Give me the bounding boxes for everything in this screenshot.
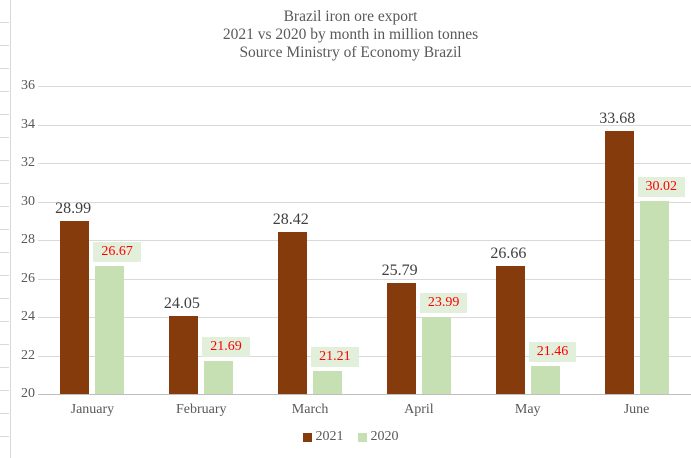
y-axis-tick-label: 36 (21, 78, 35, 93)
y-axis-tick-label: 34 (21, 116, 35, 132)
x-axis-label-may: May (514, 402, 541, 417)
data-label-2021: 33.68 (599, 109, 636, 127)
bar-group-june: 33.68 30.02 (582, 86, 691, 394)
data-label-2021: 28.42 (272, 210, 309, 228)
gridline (38, 201, 691, 203)
plot-area: 28.99 26.67 24.05 21.69 28.42 21.21 25.79 23.99… (38, 86, 691, 394)
data-label-2020: 21.69 (202, 337, 250, 358)
bar-2021-may: 26.66 (490, 245, 526, 394)
bar-2020-march: 21.21 (311, 346, 359, 394)
chart-title-line3: Source Ministry of Economy Brazil (239, 44, 462, 61)
data-label-2021: 26.66 (490, 244, 527, 262)
data-label-2020: 21.21 (311, 346, 359, 367)
x-axis-labels: January February March April May June (38, 402, 691, 418)
x-axis-label-april: April (404, 402, 434, 417)
data-label-2020: 26.67 (93, 241, 141, 262)
gridline (38, 86, 691, 87)
bar-group-may: 26.66 21.46 (473, 86, 582, 394)
legend-item-2021: 2021 (302, 429, 344, 445)
x-axis-label-june: June (623, 402, 650, 417)
bar-2020-january: 26.67 (93, 241, 141, 394)
x-axis-label-january: January (70, 402, 115, 417)
x-axis-line (38, 394, 691, 395)
y-axis-tick-label: 20 (21, 386, 35, 401)
data-label-2021: 28.99 (55, 199, 92, 217)
spreadsheet-row-lines (0, 0, 9, 458)
y-axis-tick-label: 26 (21, 270, 35, 286)
bar-group-march: 28.42 21.21 (256, 86, 365, 394)
gridline (38, 124, 691, 126)
bar-2020-april: 23.99 (419, 293, 468, 394)
legend-item-2020: 2020 (357, 429, 399, 445)
bar-2021-march: 28.42 (273, 211, 309, 394)
y-axis-tick-label: 30 (21, 193, 35, 209)
chart-title-line2: 2021 vs 2020 by month in million tonnes (222, 26, 479, 43)
bar-group-january: 28.99 26.67 (38, 86, 147, 394)
data-label-2021: 24.05 (163, 295, 200, 313)
legend-label-2020: 2020 (370, 429, 399, 444)
bar-group-april: 25.79 23.99 (364, 86, 473, 394)
bar-2021-january: 28.99 (55, 200, 91, 394)
gridline (38, 317, 691, 318)
bar-2021-june: 33.68 (599, 110, 635, 394)
chart-left-border (10, 0, 11, 458)
bar-2020-february: 21.69 (202, 337, 250, 394)
chart-title: Brazil iron ore export 2021 vs 2020 by m… (10, 8, 691, 62)
data-label-2021: 25.79 (381, 261, 418, 279)
y-axis-tick-label: 28 (21, 232, 35, 247)
gridline (38, 355, 691, 357)
bar-group-february: 24.05 21.69 (147, 86, 256, 394)
gridline (38, 163, 691, 164)
legend-swatch-2020 (357, 432, 367, 442)
y-axis-tick-label: 24 (21, 309, 35, 324)
x-axis-label-march: March (291, 402, 329, 417)
bar-2020-may: 21.46 (528, 341, 577, 394)
gridline (38, 278, 691, 280)
bar-groups: 28.99 26.67 24.05 21.69 28.42 21.21 25.79 23.99… (38, 86, 691, 394)
chart-title-line1: Brazil iron ore export (283, 8, 418, 25)
bar-2021-april: 25.79 (382, 262, 418, 394)
legend-swatch-2021 (302, 432, 312, 442)
data-label-2020: 21.46 (528, 341, 577, 362)
x-axis-label-february: February (175, 402, 227, 417)
legend-label-2021: 2021 (315, 429, 344, 444)
gridline (38, 240, 691, 241)
legend: 2021 2020 (10, 429, 691, 445)
y-axis-tick-label: 32 (21, 155, 35, 170)
data-label-2020: 30.02 (637, 177, 686, 198)
bar-2020-june: 30.02 (637, 177, 686, 394)
bar-2021-february: 24.05 (164, 295, 200, 394)
y-axis-tick-label: 22 (21, 347, 35, 363)
data-label-2020: 23.99 (419, 293, 468, 314)
